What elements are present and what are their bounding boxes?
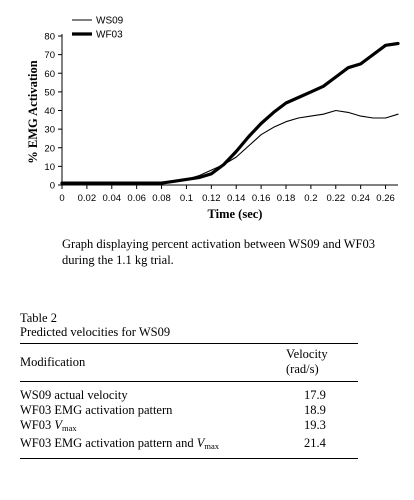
legend-label-wf03: WF03 bbox=[96, 30, 123, 41]
series-line-ws09 bbox=[61, 109, 399, 184]
cell-velocity: 21.4 bbox=[304, 436, 326, 450]
modification-prefix: WF03 EMG activation pattern and bbox=[20, 436, 197, 450]
table-row: WF03 Vmax 19.3 bbox=[20, 418, 358, 436]
x-tick-label: 0.22 bbox=[327, 193, 346, 204]
x-tick-label: 0.18 bbox=[277, 193, 296, 204]
cell-modification: WF03 Vmax bbox=[20, 418, 282, 436]
x-tick-label: 0.1 bbox=[180, 193, 193, 204]
x-tick-label: 0.04 bbox=[103, 193, 122, 204]
cell-modification: WF03 EMG activation pattern bbox=[20, 403, 173, 417]
table-row: WS09 actual velocity 17.9 bbox=[20, 382, 358, 404]
table-label: Table 2 bbox=[20, 311, 57, 325]
y-axis-label: % EMG Activation bbox=[26, 60, 40, 164]
x-tick-label: 0.12 bbox=[202, 193, 221, 204]
y-tick-label: 30 bbox=[44, 125, 55, 136]
emg-activation-chart: 0 10 20 30 40 50 60 70 80 0 0.02 0.04 0.06 0.08 0.1 0.1… bbox=[26, 16, 400, 221]
y-tick-label: 40 bbox=[44, 106, 55, 117]
table-header-row: Modification Velocity (rad/s) bbox=[20, 343, 358, 382]
y-tick-label: 0 bbox=[50, 181, 55, 192]
legend: WS09 WF03 bbox=[72, 16, 124, 41]
y-tick-label: 50 bbox=[44, 87, 55, 98]
x-tick-label: 0.16 bbox=[252, 193, 271, 204]
cell-velocity: 17.9 bbox=[304, 388, 326, 402]
header-velocity: Velocity (rad/s) bbox=[286, 347, 328, 376]
x-axis-label: Time (sec) bbox=[208, 207, 263, 221]
table-row: WF03 EMG activation pattern and Vmax 21.… bbox=[20, 436, 358, 459]
y-tick-label: 70 bbox=[44, 50, 55, 61]
x-tick-label: 0.2 bbox=[304, 193, 317, 204]
y-tick-label: 60 bbox=[44, 69, 55, 80]
x-tick-label: 0.06 bbox=[127, 193, 146, 204]
vmax-base: V bbox=[54, 418, 63, 432]
figure-caption: Graph displaying percent activation betw… bbox=[62, 237, 376, 267]
vmax-subscript: max bbox=[204, 441, 219, 451]
vmax-subscript: max bbox=[62, 423, 77, 433]
header-modification: Modification bbox=[20, 354, 86, 369]
vmax-base: V bbox=[196, 436, 205, 450]
predicted-velocities-table: Modification Velocity (rad/s) WS09 actua… bbox=[20, 343, 358, 459]
y-tick-label: 20 bbox=[44, 143, 55, 154]
table-row: WF03 EMG activation pattern 18.9 bbox=[20, 403, 358, 418]
vmax-symbol: Vmax bbox=[196, 436, 219, 451]
axes-layer: 0 10 20 30 40 50 60 70 80 0 0.02 0.04 0.06 0.08 0.1 0.1… bbox=[44, 32, 398, 204]
x-tick-label: 0.26 bbox=[376, 193, 395, 204]
y-tick-label: 10 bbox=[44, 162, 55, 173]
y-tick-label: 80 bbox=[44, 32, 55, 43]
vmax-symbol: Vmax bbox=[54, 418, 77, 433]
table-2: Table 2 Predicted velocities for WS09 Mo… bbox=[20, 311, 358, 459]
cell-velocity: 18.9 bbox=[304, 403, 326, 417]
x-tick-label: 0.14 bbox=[227, 193, 246, 204]
cell-modification: WS09 actual velocity bbox=[20, 388, 128, 402]
legend-label-ws09: WS09 bbox=[96, 16, 124, 27]
series-layer bbox=[60, 41, 400, 185]
x-tick-label: 0.24 bbox=[351, 193, 370, 204]
cell-velocity: 19.3 bbox=[304, 418, 326, 432]
x-tick-label: 0.08 bbox=[152, 193, 171, 204]
cell-modification: WF03 EMG activation pattern and Vmax bbox=[20, 436, 282, 459]
x-tick-label: 0 bbox=[59, 193, 64, 204]
table-title: Predicted velocities for WS09 bbox=[20, 325, 171, 339]
series-line-wf03 bbox=[60, 41, 400, 185]
modification-prefix: WF03 bbox=[20, 418, 55, 432]
x-tick-label: 0.02 bbox=[78, 193, 97, 204]
